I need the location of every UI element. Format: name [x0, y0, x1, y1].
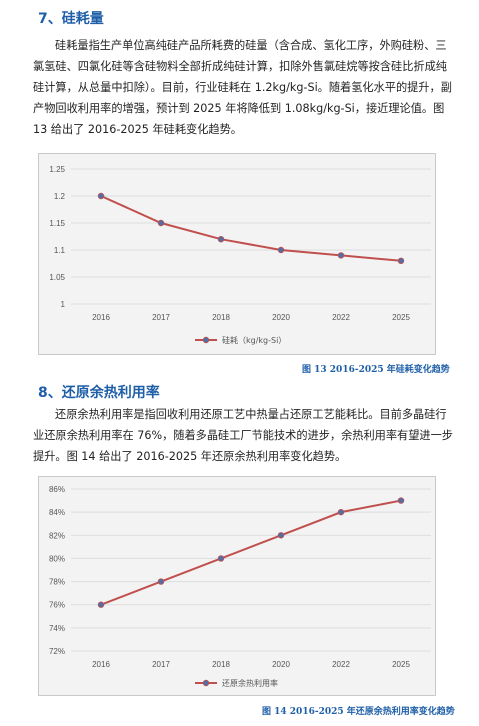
x-tick-label: 2025	[392, 660, 410, 669]
y-tick-label: 74%	[49, 624, 65, 633]
y-tick-label: 1.15	[49, 219, 65, 228]
x-tick-label: 2016	[92, 313, 110, 322]
figure-14-caption: 图 14 2016-2025 年还原余热利用率变化趋势	[262, 707, 455, 717]
y-tick-label: 82%	[49, 531, 65, 540]
data-point	[157, 219, 165, 227]
y-tick-label: 84%	[49, 508, 65, 517]
y-tick-label: 80%	[49, 554, 65, 563]
data-point	[397, 257, 405, 264]
x-tick-label: 2017	[152, 660, 170, 669]
legend-marker	[202, 679, 210, 687]
y-tick-label: 1.25	[49, 165, 65, 174]
data-point	[277, 246, 285, 254]
x-tick-label: 2022	[332, 660, 350, 669]
x-tick-label: 2018	[212, 313, 230, 322]
chart-silicon-consumption: 1 1.05 1.1 1.15 1.2 1.25 2016 2017 2018 2020 2022 2…	[38, 153, 436, 355]
data-point	[217, 555, 225, 562]
y-tick-label: 1.05	[49, 273, 65, 282]
legend-marker	[202, 336, 210, 344]
y-tick-label: 1	[61, 300, 66, 309]
data-point	[97, 192, 105, 200]
data-point	[157, 578, 165, 585]
y-tick-label: 78%	[49, 578, 65, 587]
x-tick-label: 2017	[152, 313, 170, 322]
series-line	[100, 499, 402, 606]
section-8-paragraph: 还原余热利用率是指回收利用还原工艺中热量占还原工艺能耗比。目前多晶硅行业还原余热…	[33, 408, 453, 463]
x-tick-label: 2018	[212, 660, 230, 669]
data-point	[337, 508, 345, 516]
x-tick-label: 2022	[332, 313, 350, 322]
section-8-heading: 8、还原余热利用率	[38, 385, 160, 401]
data-point	[217, 235, 225, 243]
y-tick-label: 1.1	[54, 246, 66, 255]
x-tick-label: 2016	[92, 660, 110, 669]
chart-13-svg: 1 1.05 1.1 1.15 1.2 1.25 2016 2017 2018 2020 2022 2…	[49, 165, 431, 345]
legend-label: 还原余热利用率	[222, 678, 278, 688]
chart-14-svg: 72% 74% 76% 78% 80% 82% 84% 86% 2016 2017 2018 2020…	[49, 485, 431, 688]
x-tick-label: 2020	[272, 313, 290, 322]
data-point	[97, 601, 105, 608]
y-tick-label: 76%	[49, 601, 65, 610]
y-tick-label: 86%	[49, 485, 65, 494]
data-point	[337, 252, 345, 259]
x-tick-label: 2025	[392, 313, 410, 322]
data-point	[277, 532, 285, 539]
chart-heat-recovery: 72% 74% 76% 78% 80% 82% 84% 86% 2016 2017 2018 2020…	[38, 476, 436, 696]
legend-label: 硅耗（kg/kg-Si）	[222, 335, 286, 345]
x-tick-label: 2020	[272, 660, 290, 669]
section-7-paragraph: 硅耗量指生产单位高纯硅产品所耗费的硅量（含合成、氢化工序，外购硅粉、三氯氢硅、四…	[33, 39, 452, 136]
section-7-heading: 7、硅耗量	[38, 11, 104, 27]
y-tick-label: 72%	[49, 647, 65, 656]
y-tick-label: 1.2	[54, 192, 66, 201]
series-line	[100, 195, 402, 262]
data-point	[397, 497, 405, 504]
figure-13-caption: 图 13 2016-2025 年硅耗变化趋势	[302, 365, 450, 375]
